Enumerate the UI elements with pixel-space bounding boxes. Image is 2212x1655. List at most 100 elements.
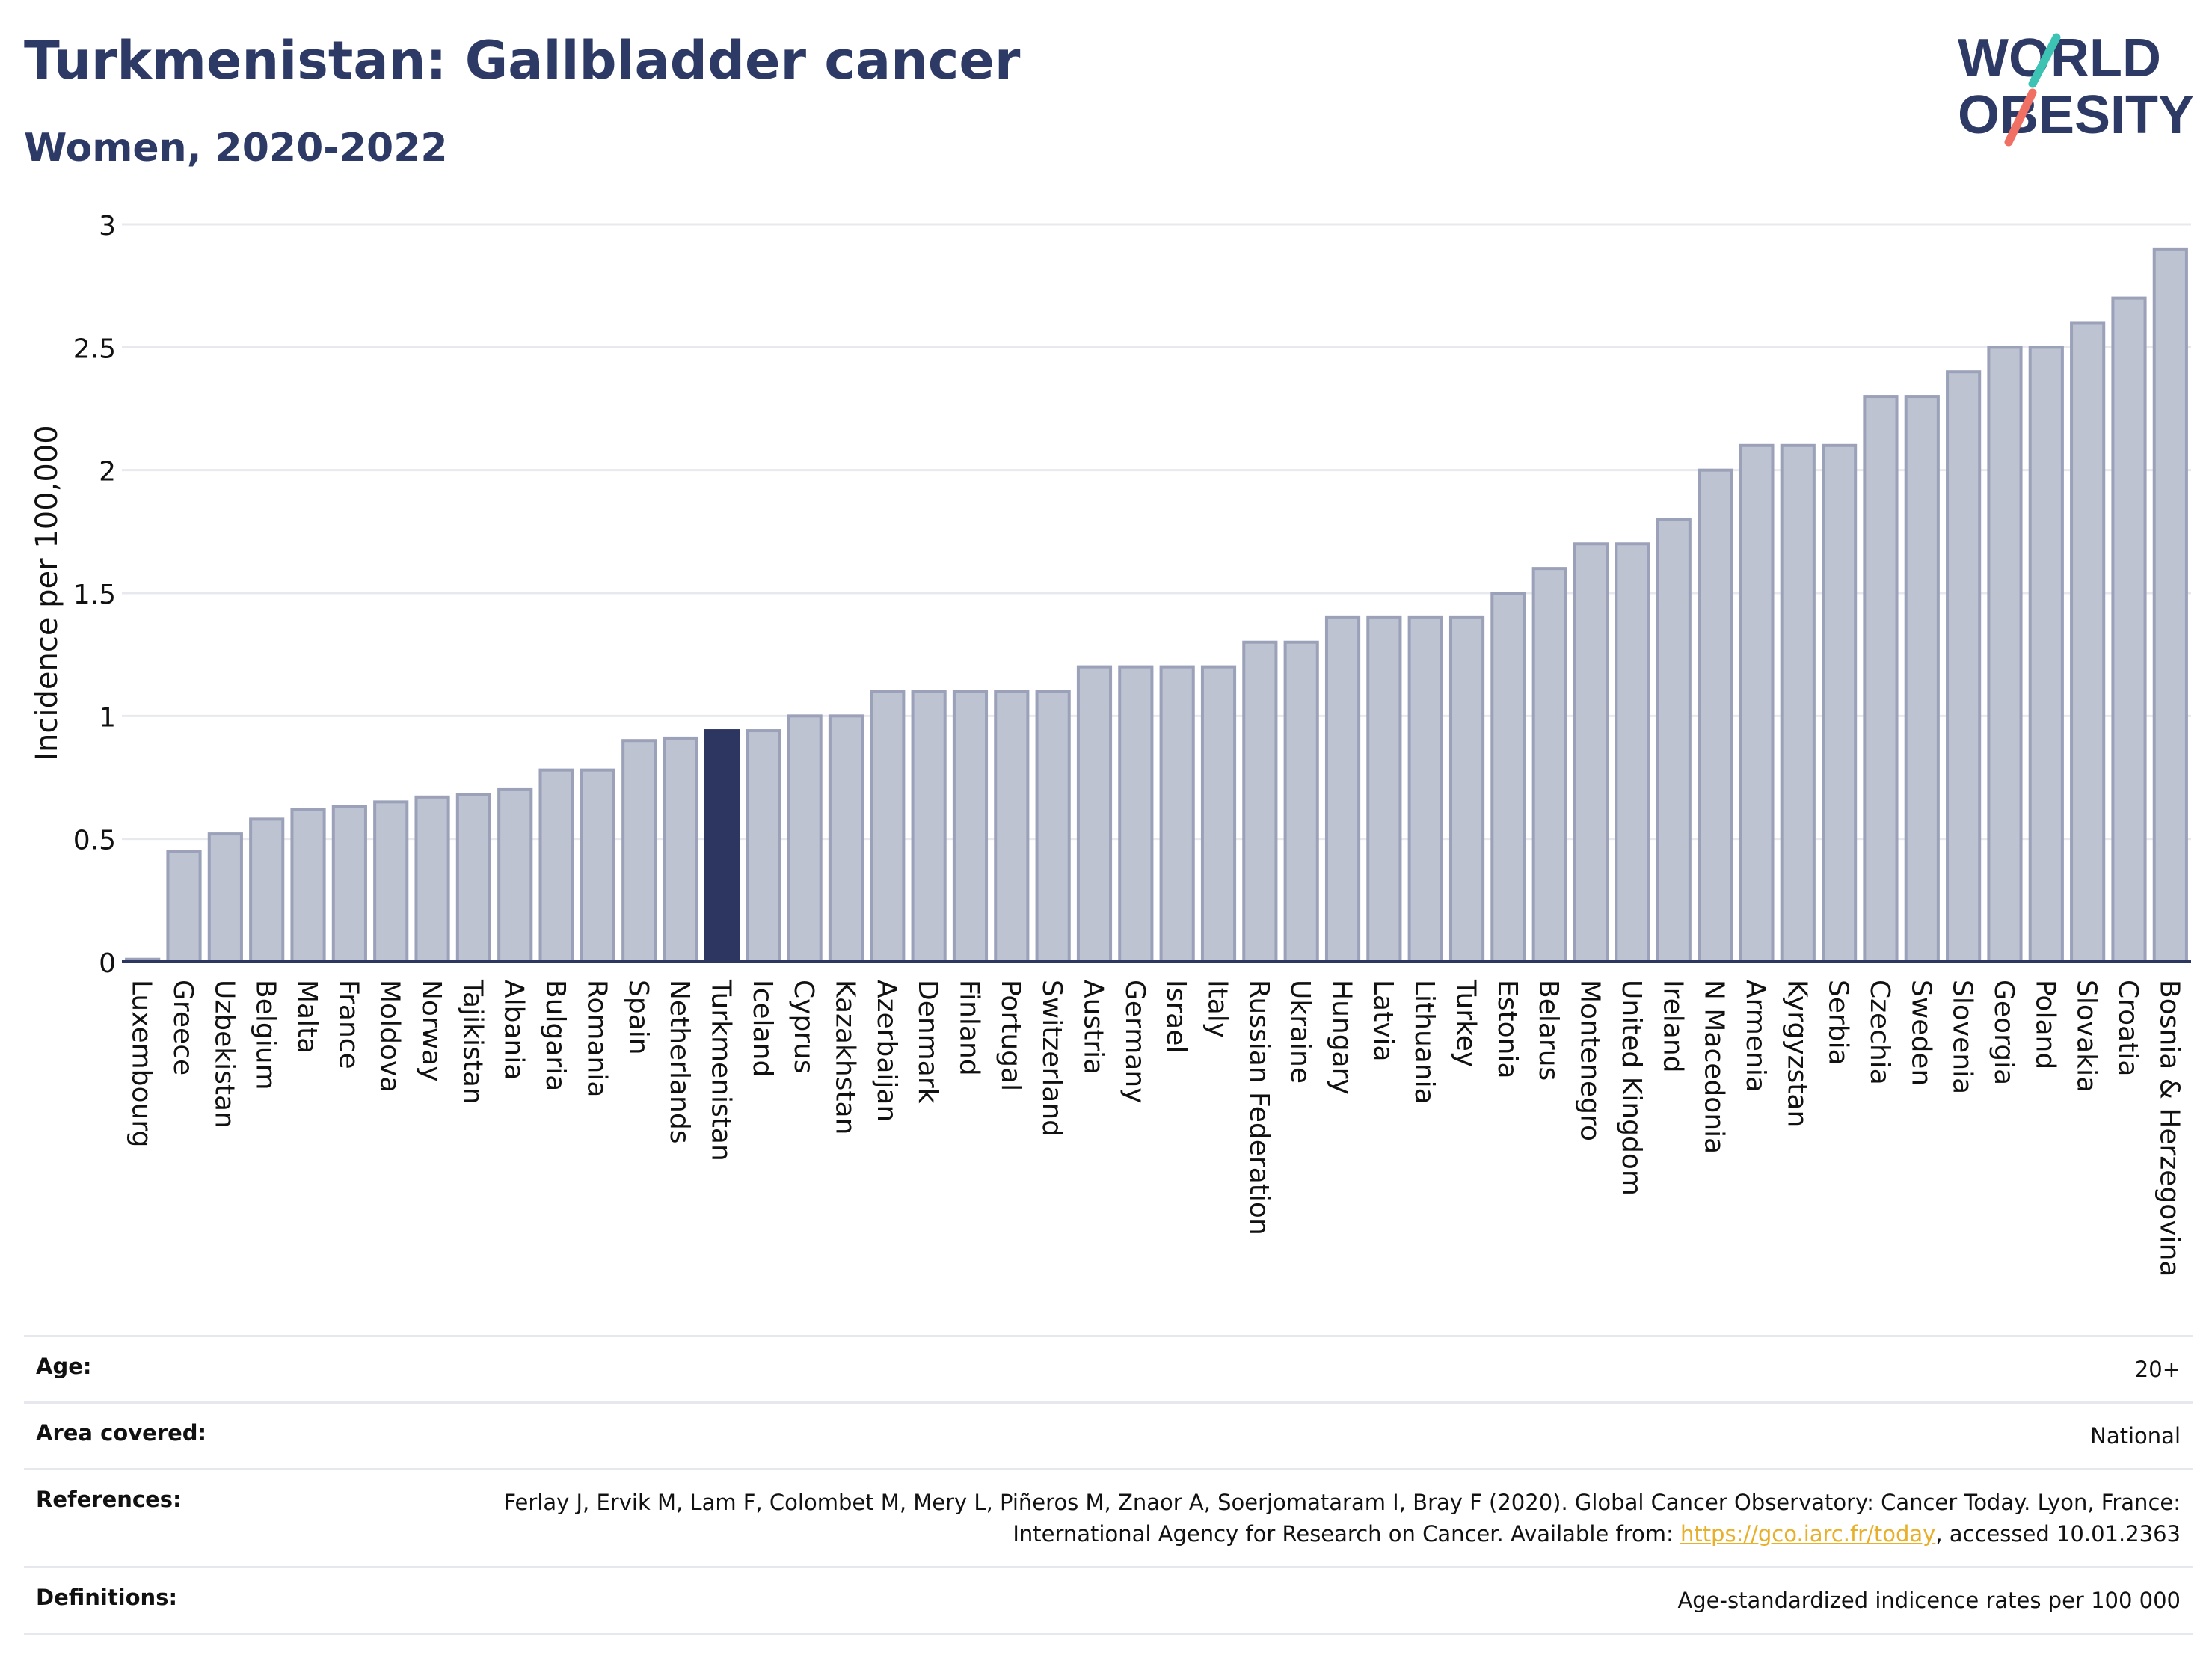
bar-croatia bbox=[2111, 296, 2147, 964]
bar-uzbekistan bbox=[207, 832, 243, 963]
x-tick-label: Albania bbox=[499, 980, 529, 1080]
x-tick-label: Luxembourg bbox=[126, 980, 157, 1147]
y-tick-label: 0.5 bbox=[73, 826, 116, 856]
bar-slovenia bbox=[1946, 370, 1982, 963]
bar-sweden bbox=[1904, 395, 1940, 964]
x-tick-label: Latvia bbox=[1368, 980, 1398, 1062]
y-tick-label: 2 bbox=[99, 457, 116, 488]
bar-malta bbox=[290, 808, 326, 964]
logo-slash-teal bbox=[2028, 33, 2061, 88]
x-tick-label: Hungary bbox=[1327, 980, 1357, 1095]
references-link[interactable]: https://gco.iarc.fr/today bbox=[1680, 1521, 1936, 1547]
logo-text-obesity: OBESITY bbox=[1958, 85, 2194, 145]
age-value: 20+ bbox=[2134, 1357, 2181, 1382]
x-tick-label: Portugal bbox=[995, 980, 1026, 1091]
bar-united-kingdom bbox=[1615, 542, 1650, 963]
bar-israel bbox=[1159, 665, 1195, 963]
x-tick-label: Sweden bbox=[1905, 980, 1936, 1086]
x-tick-label: Spain bbox=[623, 980, 654, 1055]
bar-lithuania bbox=[1407, 615, 1443, 963]
bar-denmark bbox=[911, 690, 947, 963]
bar-russian-federation bbox=[1242, 640, 1278, 963]
references-value: Ferlay J, Ervik M, Lam F, Colombet M, Me… bbox=[467, 1470, 2193, 1568]
chart-subtitle: Women, 2020-2022 bbox=[24, 126, 448, 171]
x-tick-label: Moldova bbox=[375, 980, 405, 1093]
chart-title: Turkmenistan: Gallbladder cancer bbox=[24, 30, 1021, 91]
bar-spain bbox=[621, 739, 657, 963]
info-row-age: Age: 20+ bbox=[24, 1336, 2193, 1403]
bar-bulgaria bbox=[538, 768, 574, 963]
bar-slovakia bbox=[2070, 321, 2106, 963]
x-tick-label: Czechia bbox=[1864, 980, 1895, 1085]
y-axis-ticks: 0 0.5 1 1.5 2 2.5 3 bbox=[73, 211, 116, 979]
bar-italy bbox=[1200, 665, 1237, 963]
bar-armenia bbox=[1739, 443, 1775, 963]
x-tick-label: Romania bbox=[581, 980, 612, 1097]
bar-azerbaijan bbox=[870, 690, 906, 963]
bar-austria bbox=[1076, 665, 1113, 963]
y-tick-label: 0 bbox=[99, 948, 116, 979]
x-tick-label: Belgium bbox=[251, 980, 281, 1090]
bar-montenegro bbox=[1573, 542, 1609, 963]
logo-slash-coral bbox=[2004, 88, 2037, 147]
bar-switzerland bbox=[1035, 690, 1071, 963]
bars bbox=[125, 247, 2188, 964]
info-row-area: Area covered: National bbox=[24, 1402, 2193, 1470]
x-tick-label: Kazakhstan bbox=[829, 980, 860, 1134]
bar-hungary bbox=[1324, 615, 1361, 963]
x-tick-label: Croatia bbox=[2113, 980, 2143, 1076]
x-tick-label: Tajikistan bbox=[457, 979, 488, 1105]
bar-ireland bbox=[1656, 518, 1692, 963]
x-tick-label: Malta bbox=[292, 980, 322, 1054]
bar-belgium bbox=[249, 817, 285, 964]
x-tick-label: Lithuania bbox=[1409, 980, 1440, 1105]
bar-czechia bbox=[1863, 395, 1899, 964]
x-tick-label: Israel bbox=[1161, 980, 1191, 1053]
bar-finland bbox=[952, 690, 989, 963]
area-value: National bbox=[2090, 1423, 2181, 1449]
bar-iceland bbox=[746, 729, 781, 963]
x-tick-label: Cyprus bbox=[788, 980, 819, 1074]
x-tick-label: Azerbaijan bbox=[871, 980, 902, 1122]
bar-kazakhstan bbox=[828, 714, 864, 963]
x-tick-label: Finland bbox=[953, 980, 984, 1076]
x-tick-label: Turkmenistan bbox=[705, 979, 736, 1161]
x-tick-label: Germany bbox=[1119, 980, 1150, 1103]
bar-netherlands bbox=[663, 736, 698, 963]
references-text: Ferlay J, Ervik M, Lam F, Colombet M, Me… bbox=[503, 1490, 2181, 1547]
x-tick-label: N Macedonia bbox=[1699, 980, 1730, 1154]
bar-estonia bbox=[1490, 592, 1526, 963]
x-tick-label: Armenia bbox=[1740, 980, 1771, 1093]
bar-turkey bbox=[1448, 615, 1485, 963]
x-tick-label: Ireland bbox=[1657, 980, 1688, 1073]
y-axis-title: Incidence per 100,000 bbox=[30, 425, 64, 761]
x-tick-label: Iceland bbox=[747, 980, 778, 1077]
age-label: Age: bbox=[36, 1354, 92, 1379]
bar-turkmenistan bbox=[704, 729, 740, 963]
world-obesity-logo: WORLD OBESITY bbox=[1958, 28, 2194, 147]
bar-romania bbox=[580, 768, 615, 963]
x-tick-label: Switzerland bbox=[1036, 980, 1067, 1137]
bar-france bbox=[331, 805, 367, 963]
x-tick-label: Poland bbox=[2030, 980, 2060, 1069]
info-table: Age: 20+ Area covered: National Referenc… bbox=[24, 1335, 2193, 1635]
x-tick-label: Greece bbox=[168, 980, 198, 1075]
x-tick-label: Bosnia & Herzegovina bbox=[2154, 980, 2184, 1277]
bar-ukraine bbox=[1283, 640, 1319, 963]
x-tick-label: Slovakia bbox=[2071, 980, 2102, 1093]
x-tick-label: Belarus bbox=[1533, 980, 1564, 1081]
x-tick-label: Serbia bbox=[1823, 980, 1854, 1066]
x-tick-label: Turkey bbox=[1451, 979, 1481, 1067]
bar-cyprus bbox=[787, 714, 823, 963]
bar-germany bbox=[1118, 665, 1154, 963]
x-tick-label: Estonia bbox=[1492, 980, 1523, 1079]
x-tick-label: United Kingdom bbox=[1616, 980, 1647, 1196]
bar-albania bbox=[497, 787, 533, 964]
bar-chart: 0 0.5 1 1.5 2 2.5 3 Luxembourg Greece Uzbekistan… bbox=[30, 211, 2191, 1277]
references-suffix: , accessed 10.01.2363 bbox=[1935, 1521, 2181, 1547]
area-label: Area covered: bbox=[36, 1420, 207, 1446]
x-tick-label: Georgia bbox=[1988, 980, 2019, 1085]
bar-serbia bbox=[1822, 443, 1858, 963]
bar-tajikistan bbox=[455, 793, 491, 963]
y-tick-label: 3 bbox=[99, 211, 116, 242]
